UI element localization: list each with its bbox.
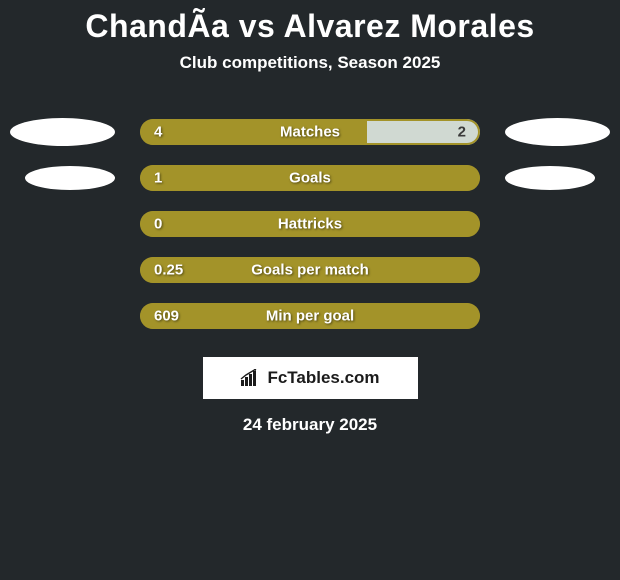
stat-row: 609 Min per goal — [0, 293, 620, 339]
ellipse-left — [25, 166, 115, 190]
comparison-infographic: ChandÃ­a vs Alvarez Morales Club competi… — [0, 0, 620, 580]
bar-right-value: 2 — [458, 124, 466, 141]
stat-bar: 0 Hattricks — [140, 211, 480, 237]
chart-icon — [240, 369, 262, 387]
logo-box: FcTables.com — [203, 357, 418, 399]
stat-row: 0 Hattricks — [0, 201, 620, 247]
page-title: ChandÃ­a vs Alvarez Morales — [0, 0, 620, 45]
bar-center-label: Min per goal — [266, 308, 354, 325]
bar-left-value: 609 — [154, 308, 179, 325]
bar-left-value: 0.25 — [154, 262, 183, 279]
stat-row: 0.25 Goals per match — [0, 247, 620, 293]
ellipse-right — [505, 166, 595, 190]
page-subtitle: Club competitions, Season 2025 — [0, 53, 620, 73]
stat-bar: 0.25 Goals per match — [140, 257, 480, 283]
ellipse-left — [10, 118, 115, 146]
stat-bar: 4 Matches 2 — [140, 119, 480, 145]
bar-center-label: Hattricks — [278, 216, 342, 233]
stat-row: 1 Goals — [0, 155, 620, 201]
stat-bar: 609 Min per goal — [140, 303, 480, 329]
logo-text: FcTables.com — [267, 368, 379, 388]
stat-rows: 4 Matches 2 1 Goals 0 Hattricks 0.25 Goals per m… — [0, 109, 620, 339]
bar-center-label: Goals — [289, 170, 331, 187]
bar-center-label: Matches — [280, 124, 340, 141]
bar-left-value: 1 — [154, 170, 162, 187]
bar-left-value: 0 — [154, 216, 162, 233]
bar-left-value: 4 — [154, 124, 162, 141]
ellipse-right — [505, 118, 610, 146]
stat-bar: 1 Goals — [140, 165, 480, 191]
stat-row: 4 Matches 2 — [0, 109, 620, 155]
footer-date: 24 february 2025 — [0, 415, 620, 435]
bar-center-label: Goals per match — [251, 262, 369, 279]
